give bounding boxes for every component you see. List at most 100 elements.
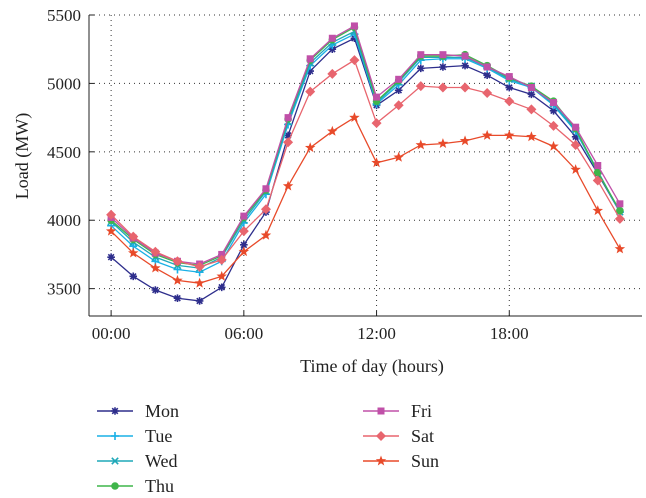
point-sat-9	[305, 86, 316, 97]
series-sat	[106, 55, 625, 272]
x-tick-label-3: 18:00	[490, 324, 529, 343]
legend-marker-tue	[111, 432, 119, 440]
legend-label-mon: Mon	[145, 401, 179, 421]
legend-label-sun: Sun	[411, 451, 439, 471]
point-fri-20	[550, 99, 558, 107]
y-tick-label-0: 3500	[47, 280, 81, 299]
point-sun-4	[194, 277, 205, 288]
legend-label-tue: Tue	[145, 426, 172, 446]
legend-marker-fri	[377, 407, 385, 415]
point-mon-3	[173, 294, 182, 303]
point-sat-5	[216, 254, 227, 265]
point-mon-8	[284, 131, 292, 140]
axes	[88, 14, 642, 317]
point-mon-20	[549, 106, 558, 115]
point-mon-5	[217, 283, 226, 292]
series-line-wed	[110, 30, 621, 269]
point-sun-14	[415, 139, 427, 150]
point-sun-0	[105, 225, 117, 236]
legend-item-sun: Sun	[363, 451, 439, 471]
point-sat-0	[106, 209, 117, 220]
series-line-tue	[110, 33, 621, 273]
point-fri-23	[616, 200, 624, 208]
point-sat-2	[150, 246, 161, 257]
legend-marker-sun	[375, 455, 387, 466]
point-sun-11	[349, 112, 360, 123]
point-fri-19	[527, 84, 535, 92]
y-axis-label: Load (MW)	[12, 113, 33, 199]
point-fri-6	[240, 212, 248, 220]
point-mon-6	[240, 241, 248, 249]
point-sun-5	[216, 270, 227, 281]
point-mon-17	[483, 71, 491, 79]
point-fri-14	[417, 51, 425, 59]
point-sat-16	[460, 82, 471, 93]
point-sun-6	[238, 246, 250, 257]
point-fri-11	[350, 22, 358, 30]
point-sun-1	[128, 247, 139, 258]
point-sat-20	[548, 120, 559, 131]
point-sat-11	[349, 55, 360, 66]
point-sat-19	[526, 104, 537, 115]
legend-item-wed: Wed	[97, 451, 178, 471]
legend-label-sat: Sat	[411, 426, 434, 446]
legend-item-thu: Thu	[97, 476, 174, 496]
point-fri-8	[284, 114, 292, 122]
point-sun-22	[592, 205, 603, 216]
point-sat-6	[238, 226, 249, 237]
point-fri-12	[373, 93, 381, 101]
tick-labels: 3500 4000 4500 5000 5500 00:00 06:00 12:00 18:00	[47, 6, 529, 343]
point-mon-1	[129, 272, 138, 281]
grid	[89, 14, 642, 316]
point-fri-5	[218, 250, 226, 258]
point-fri-21	[572, 123, 580, 131]
x-tick-label-0: 00:00	[92, 324, 131, 343]
legend-item-sat: Sat	[363, 426, 434, 446]
point-mon-10	[328, 45, 337, 54]
series-line-sat	[110, 59, 621, 268]
point-sun-9	[304, 142, 316, 153]
legend-marker-sat	[376, 431, 386, 441]
x-tick-label-2: 12:00	[357, 324, 396, 343]
point-sun-3	[172, 274, 183, 285]
point-sun-23	[614, 243, 626, 254]
point-mon-18	[505, 83, 514, 92]
point-mon-4	[195, 297, 204, 305]
point-sun-21	[570, 164, 581, 175]
point-fri-15	[439, 51, 447, 59]
point-sun-18	[504, 129, 515, 140]
point-sat-3	[172, 256, 183, 267]
point-sun-8	[282, 180, 294, 191]
point-mon-9	[306, 67, 314, 75]
legend-marker-wed	[111, 457, 119, 465]
x-axis-label: Time of day (hours)	[300, 356, 444, 377]
series-line-sun	[110, 116, 621, 284]
series-layer	[105, 22, 626, 305]
point-sat-23	[614, 213, 625, 224]
point-mon-14	[417, 64, 425, 73]
point-fri-13	[395, 75, 403, 83]
point-fri-17	[483, 63, 491, 71]
point-sat-8	[283, 137, 294, 148]
point-sun-10	[327, 125, 338, 136]
point-sun-19	[526, 131, 537, 142]
legend: Mon Tue Wed Thu Fri Sat Sun	[97, 401, 439, 496]
point-mon-21	[571, 132, 580, 141]
point-mon-16	[461, 61, 469, 70]
point-sun-15	[437, 138, 449, 149]
point-sun-2	[150, 262, 161, 273]
legend-marker-mon	[111, 407, 119, 415]
point-thu-23	[616, 206, 624, 215]
point-tue-3	[173, 265, 182, 274]
series-line-mon	[110, 37, 621, 302]
point-sat-12	[371, 118, 382, 129]
y-tick-label-2: 4500	[47, 143, 81, 162]
point-fri-18	[505, 73, 513, 81]
point-mon-13	[394, 86, 403, 95]
series-line-fri	[110, 24, 621, 265]
legend-label-thu: Thu	[145, 476, 174, 496]
point-mon-19	[527, 90, 536, 99]
legend-item-tue: Tue	[97, 426, 172, 446]
point-sat-22	[592, 175, 603, 186]
point-sun-12	[371, 157, 382, 168]
